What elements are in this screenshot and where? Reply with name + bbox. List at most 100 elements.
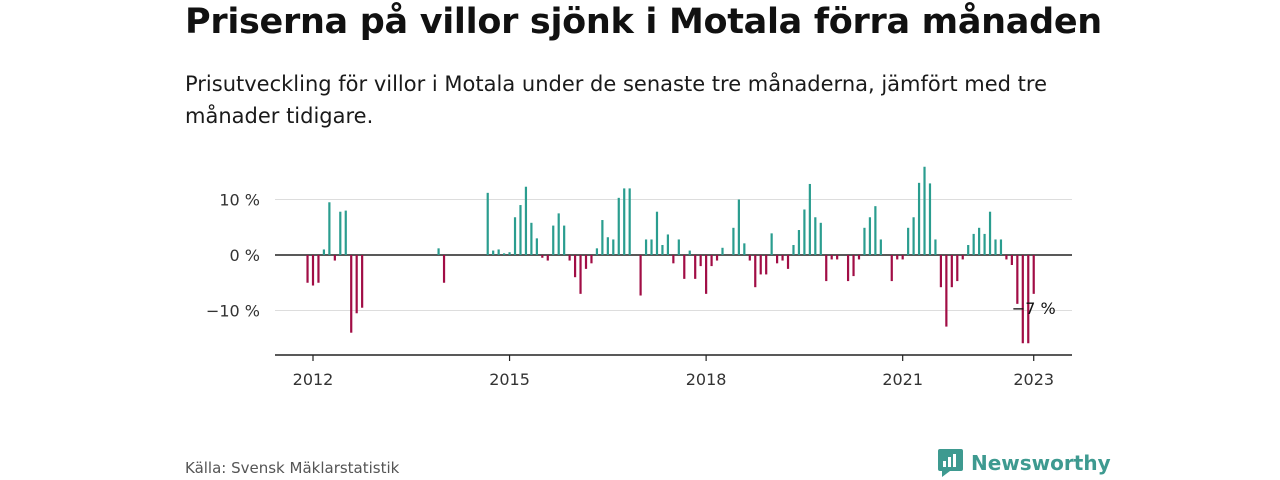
bar [819, 222, 822, 255]
bar [732, 227, 735, 255]
bar [879, 239, 882, 255]
bar [1021, 255, 1024, 344]
bar [623, 188, 626, 255]
bar [355, 255, 358, 314]
bar [863, 227, 866, 255]
bar [683, 255, 686, 279]
x-axis: 2012 2015 2018 2021 2023 [275, 354, 1072, 389]
bar [956, 255, 959, 282]
bar [759, 255, 762, 275]
bar [803, 209, 806, 255]
bar [814, 217, 817, 255]
bar [868, 217, 872, 255]
bar [584, 255, 588, 269]
bar [786, 255, 790, 269]
bar [563, 225, 566, 255]
bar [612, 239, 615, 255]
bar [311, 255, 315, 286]
bar [737, 199, 740, 255]
bar [628, 188, 631, 255]
bar [508, 252, 511, 255]
bar [825, 255, 828, 282]
bar [442, 255, 446, 283]
bar [492, 250, 495, 255]
bar [306, 255, 309, 283]
bar [1016, 255, 1019, 304]
bar [650, 239, 653, 255]
bar [639, 255, 642, 296]
bar [710, 255, 713, 267]
bar [721, 247, 724, 255]
bar [934, 239, 937, 255]
bar [781, 255, 784, 261]
bar [557, 213, 560, 255]
y-axis-tick-labels: 10 % 0 % −10 % [206, 191, 260, 321]
bar [361, 255, 364, 308]
bar [503, 253, 506, 255]
bar [808, 183, 811, 255]
x-tick-label: 2018 [686, 370, 727, 389]
bar [830, 255, 833, 260]
bar [1010, 255, 1013, 265]
bar [776, 255, 779, 264]
bar [579, 255, 582, 294]
bar [912, 217, 915, 255]
y-tick-label: 0 % [230, 246, 260, 265]
bar [699, 255, 702, 267]
bar [923, 166, 926, 255]
bar [350, 255, 353, 333]
chart-title: Priserna på villor sjönk i Motala förra … [185, 2, 1102, 42]
bar [917, 182, 921, 255]
bar [988, 211, 992, 255]
bar [950, 255, 953, 288]
bar [546, 255, 549, 261]
bar [519, 205, 522, 255]
bar [765, 255, 768, 275]
x-tick-label: 2012 [293, 370, 334, 389]
bar [896, 255, 899, 260]
bar [978, 227, 981, 255]
bar [524, 186, 528, 255]
brand-logo[interactable]: Newsworthy [937, 448, 1111, 478]
bar [552, 225, 555, 255]
bar [874, 206, 877, 255]
bar [595, 248, 599, 255]
x-tick-label: 2023 [1013, 370, 1054, 389]
bar [1027, 255, 1030, 344]
bar [317, 255, 320, 283]
bar [672, 255, 675, 264]
bar [677, 239, 680, 255]
bar [617, 197, 620, 255]
bar [568, 255, 571, 261]
bar [322, 249, 326, 255]
bar [530, 222, 533, 255]
y-tick-label: 10 % [219, 191, 260, 210]
y-tick-label: −10 % [206, 302, 260, 321]
bar [328, 202, 331, 255]
bar [901, 255, 904, 260]
bar [541, 255, 544, 258]
data-labels: −7 % [1012, 299, 1056, 318]
bar [928, 183, 932, 255]
bar [939, 255, 942, 288]
bar [644, 239, 648, 255]
bar [715, 255, 719, 261]
chart-subtitle: Prisutveckling för villor i Motala under… [185, 72, 1047, 128]
bar [961, 255, 964, 260]
bar [852, 255, 855, 277]
bar [994, 239, 997, 255]
bar [601, 220, 604, 255]
bar [743, 243, 746, 255]
bar [907, 227, 910, 255]
bar [846, 255, 850, 282]
bar [486, 192, 489, 255]
bar [792, 245, 795, 255]
bar [945, 255, 948, 327]
bar [1032, 255, 1035, 294]
bar [1005, 255, 1008, 260]
bar [661, 245, 664, 255]
bar [857, 255, 861, 260]
bar [590, 255, 593, 264]
bar [437, 248, 440, 255]
bar [333, 255, 336, 261]
